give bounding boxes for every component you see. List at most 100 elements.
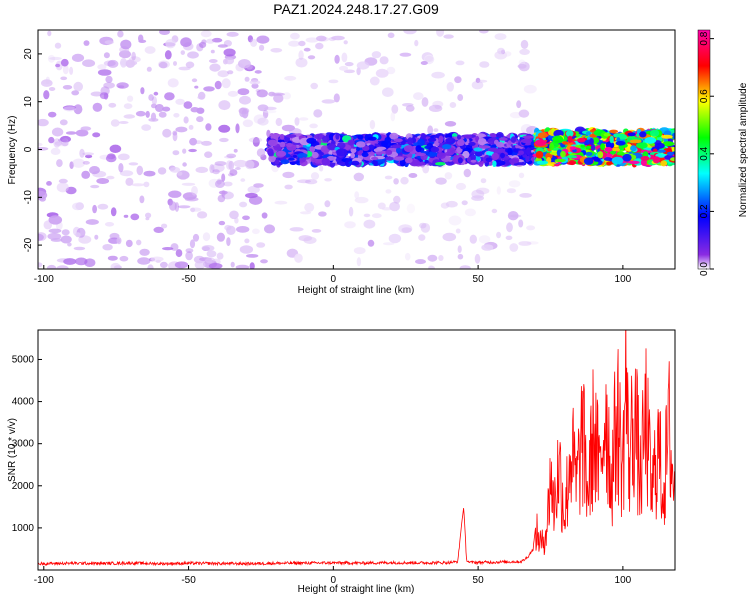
y-tick-label: -20 xyxy=(23,237,34,252)
spectrogram-cell xyxy=(606,161,612,166)
spectrogram-cell xyxy=(438,135,444,144)
spectrogram-cell xyxy=(662,141,675,147)
spectrogram-cell xyxy=(354,196,369,204)
spectrogram-cell xyxy=(461,200,468,206)
spectrogram-cell xyxy=(208,59,218,63)
spectrogram-cell xyxy=(103,52,110,59)
spectrogram-cell xyxy=(116,237,122,245)
spectrogram-cell xyxy=(391,144,402,149)
spectrogram-cell xyxy=(368,136,377,141)
spectrogram-cell xyxy=(257,117,269,126)
spectrogram-cell xyxy=(433,128,439,133)
spectrogram-cell xyxy=(165,39,176,49)
spectrogram-cell xyxy=(306,137,317,144)
spectrogram-cell xyxy=(227,70,234,75)
spectrogram-peak xyxy=(604,147,613,152)
spectrogram-cell xyxy=(523,84,537,94)
spectrogram-cell xyxy=(389,132,399,140)
spectrogram-cell xyxy=(145,110,150,118)
spectrogram-cell xyxy=(249,262,255,269)
spectrogram-cell xyxy=(60,58,69,67)
spectrogram-cell xyxy=(468,141,476,146)
spectrogram-cell xyxy=(336,148,348,156)
spectrogram-cell xyxy=(670,157,675,162)
spectrogram-cell xyxy=(71,53,85,63)
spectrogram-cell xyxy=(305,179,318,185)
spectrogram-cell xyxy=(135,110,146,117)
spectrogram-cell xyxy=(274,159,280,165)
spectrogram-cell xyxy=(244,238,250,244)
spectrogram-cell xyxy=(440,202,450,209)
spectrogram-cell xyxy=(506,222,513,233)
spectrogram-cell xyxy=(157,167,167,175)
spectrogram-cell xyxy=(62,64,69,75)
spectrogram-cell xyxy=(119,255,129,262)
spectrogram-cell xyxy=(496,186,501,195)
spectrogram-cell xyxy=(109,144,122,153)
spectrogram-cell xyxy=(137,257,151,265)
spectrogram-cell xyxy=(328,79,339,84)
spectrogram-cell xyxy=(436,152,446,160)
spectrogram-cell xyxy=(38,262,43,268)
snr-x-ticks: -100 -50 0 50 100 xyxy=(34,566,632,586)
spectrogram-cell xyxy=(73,104,83,115)
spectrogram-cell xyxy=(459,265,471,269)
spectrogram-cell xyxy=(644,137,657,144)
spectrogram-cell xyxy=(301,157,306,163)
spectrogram-cell xyxy=(63,258,77,265)
spectrogram-cell xyxy=(431,71,445,79)
spectrogram-cell xyxy=(424,55,434,63)
spectrogram-cell xyxy=(386,66,396,75)
spectrogram-cell xyxy=(183,101,193,109)
spectrogram-cell xyxy=(56,265,69,269)
spectrogram-cell xyxy=(187,51,199,59)
spectrogram-cell xyxy=(177,205,191,209)
spectrogram-cell xyxy=(284,75,297,81)
spectrogram-cell xyxy=(518,172,525,179)
spectrogram-cell xyxy=(218,124,231,133)
y-tick-label: 20 xyxy=(23,48,34,60)
spectrogram-cell xyxy=(162,128,172,138)
spectrogram-cell xyxy=(226,225,236,235)
spectrogram-cell xyxy=(290,32,300,40)
spectrogram-cell xyxy=(217,194,226,203)
spectrogram-cell xyxy=(457,139,465,147)
spectrogram-cell xyxy=(506,188,516,194)
x-tick-label: -100 xyxy=(34,575,54,586)
spectrogram-cell xyxy=(500,152,505,159)
spectrogram-cell xyxy=(307,55,316,60)
spectrogram-cell xyxy=(85,219,99,225)
spectrogram-cell xyxy=(200,30,212,38)
spectrogram-cell xyxy=(611,147,620,152)
spectrogram-cell xyxy=(162,247,174,251)
spectrogram-cell xyxy=(654,142,665,149)
spectrogram-cell xyxy=(369,76,380,86)
spectrogram-cell xyxy=(414,39,419,47)
spectrogram-cell xyxy=(518,219,524,228)
spectrogram-cell xyxy=(256,35,270,44)
spectrogram-cell xyxy=(405,105,415,112)
spectrogram-cell xyxy=(41,79,52,85)
spectrogram-cell xyxy=(219,137,229,143)
spectrogram-cell xyxy=(45,76,50,85)
spectrogram-cell xyxy=(396,147,401,154)
spectrogram-cell xyxy=(616,137,621,143)
spectrogram-cell xyxy=(206,250,217,258)
spectrogram-cell xyxy=(60,235,72,244)
spectrogram-cell xyxy=(267,148,274,156)
spectrogram-cell xyxy=(273,93,284,103)
y-tick-label: 4000 xyxy=(12,397,35,408)
spectrogram-cell xyxy=(173,61,177,66)
spectrogram-cell xyxy=(298,40,306,47)
spectrogram-cell xyxy=(239,95,251,105)
spectrogram-cell xyxy=(478,145,491,149)
spectrogram-cell xyxy=(471,80,484,90)
spectrogram-cell xyxy=(102,244,113,251)
spectrogram-cell xyxy=(363,213,371,218)
spectrogram-cell xyxy=(507,211,519,221)
spectrogram-cell xyxy=(318,165,324,172)
spectrogram-cell xyxy=(221,78,231,89)
spectrogram-cell xyxy=(298,117,309,121)
spectrogram-cell xyxy=(270,48,283,53)
spectrogram-cell xyxy=(92,170,107,178)
